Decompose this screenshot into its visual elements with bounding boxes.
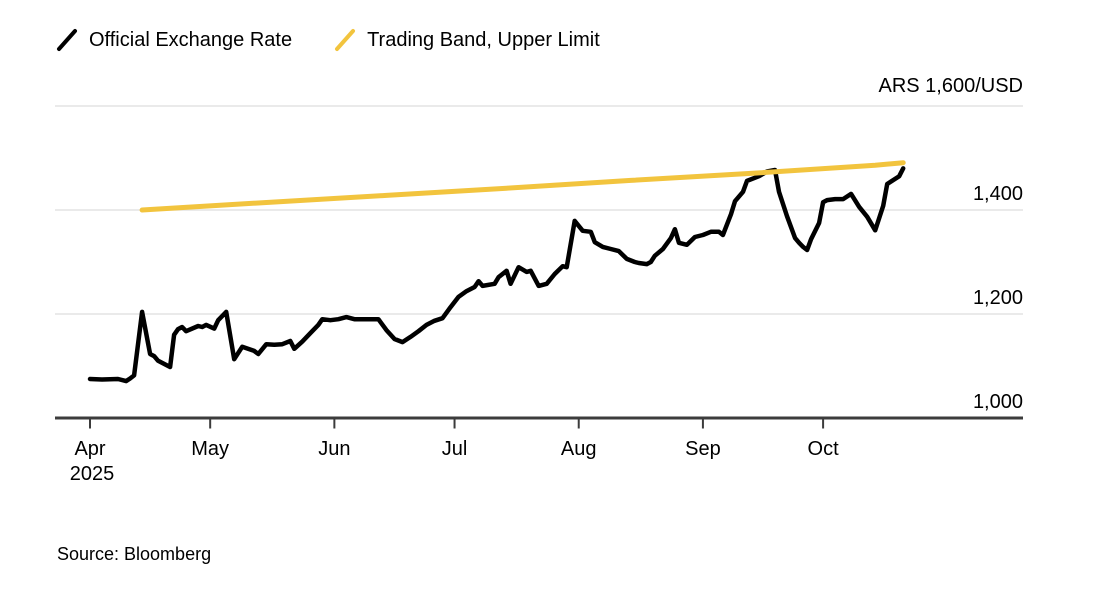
x-tick-label-jun: Jun — [318, 438, 351, 460]
legend-item-trading-band: Trading Band, Upper Limit — [334, 28, 600, 52]
y-axis-unit-label: ARS 1,600/USD — [878, 75, 1023, 97]
x-tick-label-jul: Jul — [441, 438, 468, 460]
x-tick-label-sep: Sep — [685, 438, 721, 460]
x-axis-year-label: 2025 — [69, 463, 115, 485]
official-exchange-rate-line — [87, 166, 906, 384]
trading-band-upper-limit-line — [139, 160, 906, 213]
x-tick-label-oct: Oct — [807, 438, 839, 460]
legend-item-official-exchange-rate: Official Exchange Rate — [56, 28, 292, 52]
source-note: Source: Bloomberg — [57, 544, 212, 564]
x-tick-label-aug: Aug — [560, 438, 597, 460]
legend-label-official-exchange-rate: Official Exchange Rate — [89, 29, 293, 51]
y-tick-label-1200: 1,200 — [972, 287, 1023, 309]
y-tick-label-1000: 1,000 — [972, 391, 1023, 413]
x-tick-label-apr: Apr — [74, 438, 106, 460]
x-tick-label-may: May — [191, 438, 230, 460]
legend: Official Exchange Rate Trading Band, Upp… — [56, 28, 600, 52]
y-tick-label-1400: 1,400 — [972, 183, 1023, 205]
legend-label-trading-band: Trading Band, Upper Limit — [367, 29, 600, 51]
official-rate-slash-icon — [57, 29, 77, 51]
trading-band-slash-icon — [335, 29, 356, 51]
